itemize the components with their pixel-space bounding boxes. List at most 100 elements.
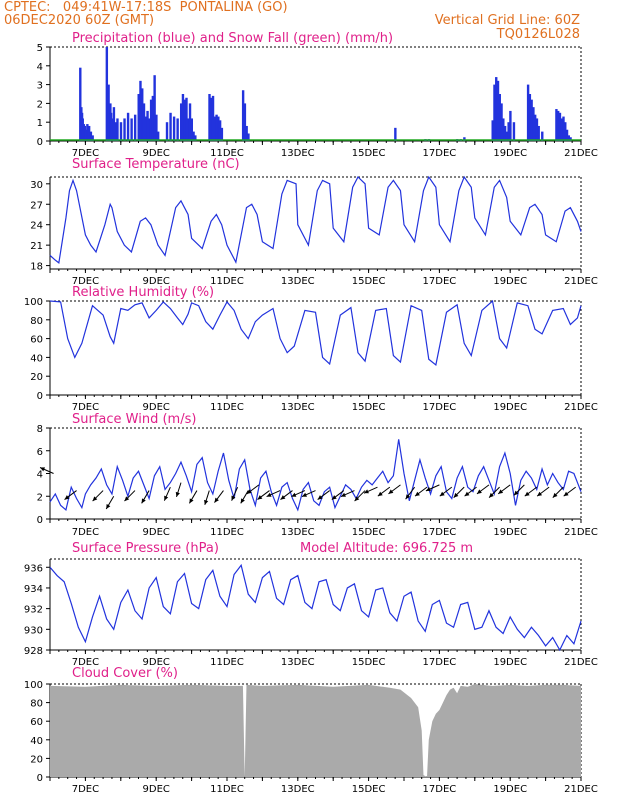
x-tick-label: 19DEC [493,784,527,795]
precip-bar [498,94,501,141]
wind-line [49,439,582,512]
precip-bar [123,118,126,141]
y-tick-label: 20 [30,754,43,765]
y-tick-label: 2 [37,492,43,503]
precip-bar [558,112,562,141]
precip-bar [512,122,516,141]
y-tick-label: 932 [24,605,43,616]
x-tick-label: 13DEC [281,784,315,795]
y-tick-label: 4 [37,470,43,481]
wind-arrow-head [164,495,169,501]
precip-bar [176,118,179,141]
y-tick-label: 20 [30,372,43,383]
panel-precip: Precipitation (blue) and Snow Fall (gree… [37,31,598,159]
wind-arrow-head [124,496,130,502]
y-tick-label: 27 [30,200,43,211]
precip-bar [533,114,537,141]
precip-bar [155,114,158,141]
precip-bar [107,84,110,141]
precip-bar [530,99,533,141]
x-tick-label: 15DEC [352,402,386,413]
y-tick-label: 18 [30,262,43,273]
wind-arrow-head [214,497,219,503]
precip-bar [496,80,500,141]
x-tick-label: 21DEC [564,276,598,287]
precip-bar [105,47,109,141]
y-tick-label: 0 [37,391,43,402]
wind-arrow-head [92,496,98,502]
wind-arrow-head [513,490,519,496]
x-tick-label: 9DEC [143,784,170,795]
precip-bar [144,116,147,141]
precip-bar [86,124,89,141]
precip-bar [217,116,220,141]
wind-arrow-head [476,489,482,494]
x-tick-label: 21DEC [564,527,598,538]
wind-arrow-head [331,495,337,500]
y-tick-label: 3 [37,81,43,92]
precip-bar [84,129,87,141]
rh-line [49,299,582,367]
precip-bar [526,84,530,141]
wind-arrow-head [354,496,360,502]
y-tick-label: 60 [30,335,43,346]
x-tick-label: 17DEC [423,784,457,795]
wind-arrow-head [415,491,420,497]
precip-bar [141,88,144,141]
y-tick-label: 5 [37,43,43,54]
wind-arrow-head [563,491,569,497]
y-tick-label: 0 [37,515,43,526]
wind-arrow-head [246,489,252,494]
precip-bar [91,135,94,141]
precip-bar [208,94,211,141]
precip-bar [151,95,155,141]
wind-arrow-head [189,498,194,504]
y-tick-label: 30 [30,180,43,191]
panel-cloud-title: Cloud Cover (%) [72,666,178,681]
precip-bar [569,137,572,141]
wind-arrow-head [280,495,286,500]
precip-bar [247,133,250,141]
wind-arrow-head [498,489,504,494]
header-model-code: TQ0126L028 [496,27,580,42]
y-tick-label: 936 [24,563,43,574]
x-tick-label: 7DEC [72,148,99,159]
y-tick-label: 24 [30,221,43,232]
x-tick-label: 7DEC [72,657,99,668]
wind-arrow-head [175,491,180,497]
precip-bar [213,116,217,141]
pres-line [49,563,582,652]
precip-bar [194,135,197,141]
cloud-area [50,684,581,777]
precip-bar [172,116,176,141]
precip-bar [165,122,169,141]
y-tick-label: 930 [24,625,43,636]
panel-pres: Surface Pressure (hPa) 928 930 932 934 936 7DE… [24,541,598,668]
precip-bar [532,107,535,141]
precip-bar [503,125,507,141]
precip-bar [192,131,195,141]
wind-arrow-head [537,491,543,497]
precip-bar [188,103,192,141]
precip-bar [493,84,496,141]
wind-arrow-head [489,492,494,498]
x-tick-label: 7DEC [72,784,99,795]
x-tick-label: 21DEC [564,402,598,413]
precip-bar [241,90,245,141]
wind-arrow-head [291,492,297,497]
precip-bar [502,118,505,141]
precip-bar [535,118,539,141]
y-tick-label: 0 [37,773,43,784]
y-tick-label: 100 [24,680,43,691]
wind-arrow-head [405,494,411,500]
y-tick-label: 40 [30,736,43,747]
wind-arrow-head [464,491,470,497]
panel-rh: Relative Humidity (%) 0 20 40 60 80 100 7DEC 9DE… [24,285,598,413]
y-tick-label: 100 [24,297,43,308]
precip-bar [153,75,156,141]
precip-bar [185,97,188,141]
precip-bar [181,94,185,141]
precip-bar [112,107,116,141]
wind-arrow-head [453,492,459,498]
